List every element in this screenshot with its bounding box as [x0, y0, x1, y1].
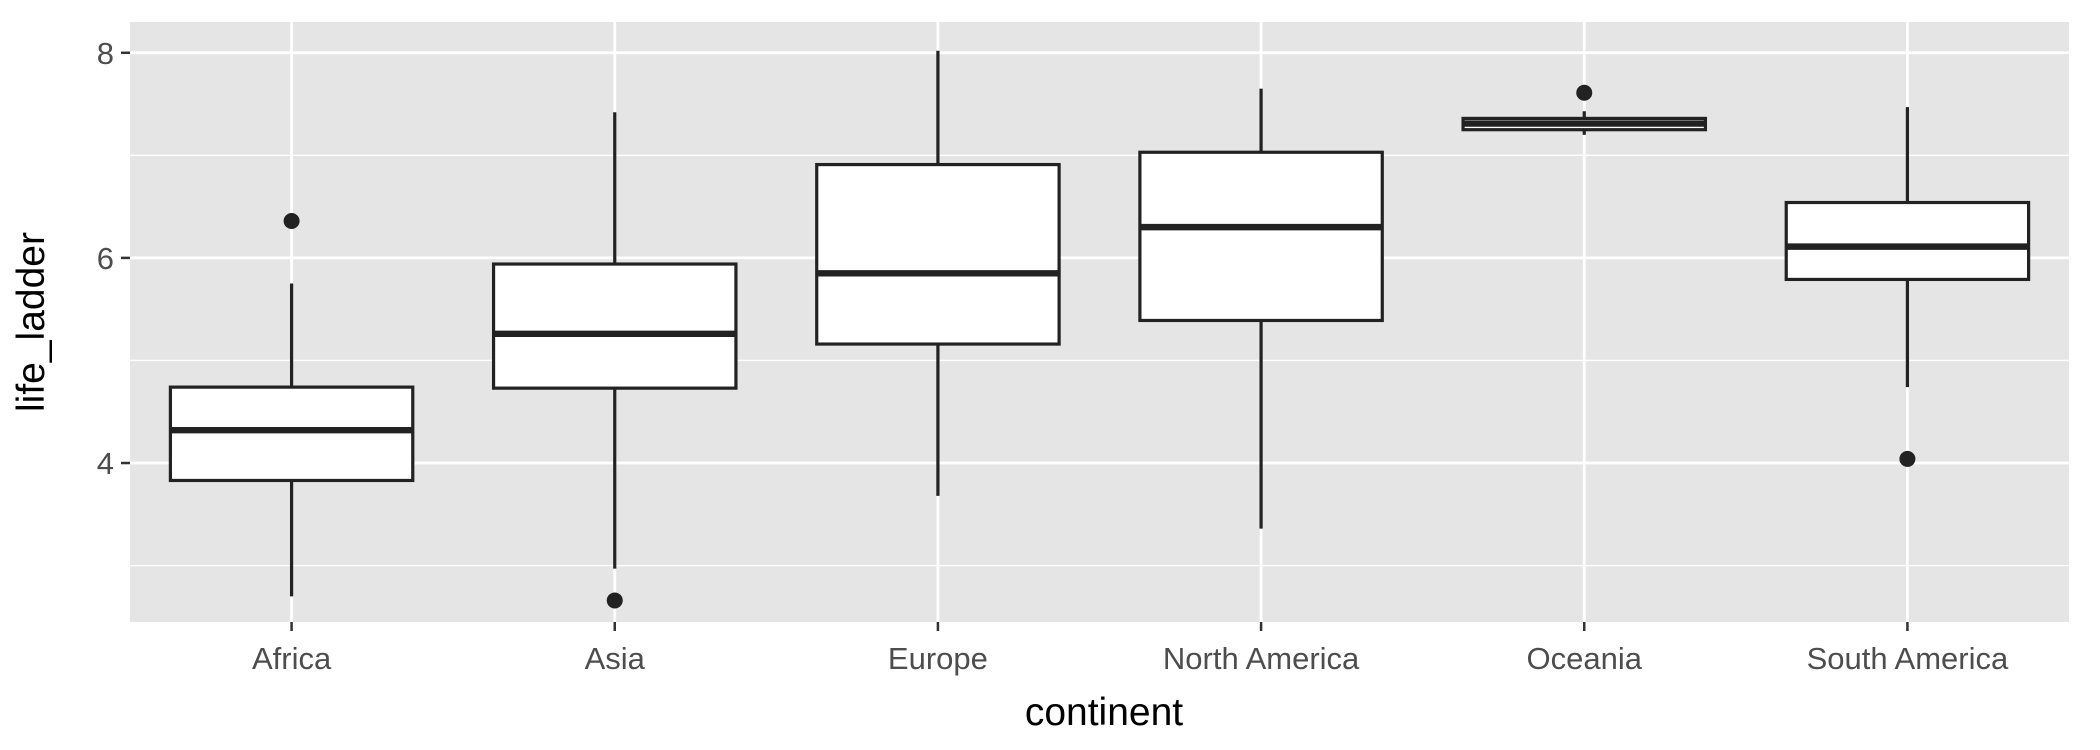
iqr-box — [815, 162, 1061, 346]
y-tick-label: 8 — [97, 36, 114, 71]
box-europe — [815, 50, 1061, 496]
x-tick-label: North America — [1163, 641, 1360, 676]
axes: 4 6 8 Africa Asia Europe North America Oceania S… — [97, 36, 2009, 676]
x-tick-label: Africa — [252, 641, 332, 676]
x-tick-label: Asia — [585, 641, 646, 676]
box-asia — [491, 112, 738, 609]
outlier-point — [606, 592, 623, 609]
x-tick-label: Oceania — [1527, 641, 1643, 676]
iqr-box — [1784, 200, 2031, 282]
outlier-point — [283, 212, 300, 229]
box-series — [168, 50, 2031, 609]
iqr-box — [1138, 150, 1384, 323]
outlier-point — [1576, 84, 1593, 101]
x-axis-title: continent — [1025, 691, 1183, 734]
y-tick-label: 6 — [97, 241, 114, 276]
box-oceania — [1461, 84, 1708, 135]
x-tick-label: South America — [1807, 641, 2009, 676]
outlier-point — [1899, 450, 1916, 467]
plot-panel — [130, 22, 2069, 622]
iqr-box — [491, 262, 738, 390]
x-tick-label: Europe — [888, 641, 988, 676]
box-south-america — [1784, 107, 2031, 467]
box-north-america — [1138, 88, 1384, 529]
y-axis-title: life_ladder — [10, 232, 53, 412]
iqr-box — [168, 385, 415, 483]
box-africa — [168, 212, 415, 597]
y-tick-label: 4 — [97, 446, 114, 481]
